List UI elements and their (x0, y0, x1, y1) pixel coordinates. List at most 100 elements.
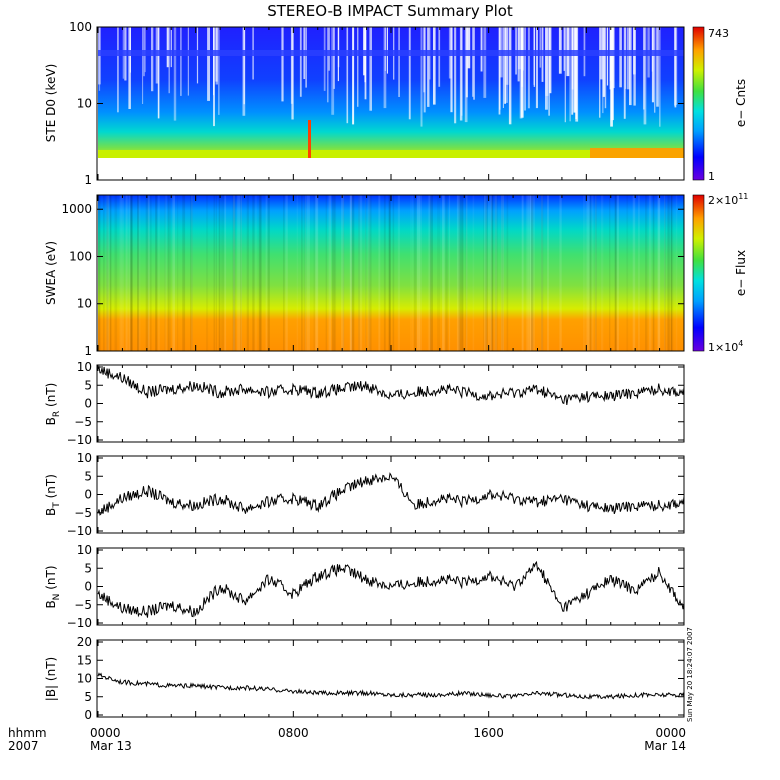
swea-heatmap-cell (585, 195, 588, 351)
br-ytick-label: −10 (67, 433, 92, 447)
swea-heatmap-cell (149, 195, 152, 351)
swea-heatmap-base (98, 195, 684, 351)
swea-heatmap-cell (484, 195, 487, 351)
bmag-plot-frame (96, 639, 685, 718)
swea-heatmap-cell (333, 195, 337, 351)
swea-heatmap-cell (490, 195, 493, 351)
bn-plot-frame (96, 547, 685, 626)
ste-heatmap-cell (168, 27, 170, 94)
ste-heatmap-cell (427, 27, 430, 107)
swea-heatmap-cell (303, 195, 307, 351)
generation-stamp: Sun May 20 18:24:07 2007 (686, 627, 694, 722)
swea-heatmap-cell (259, 195, 262, 351)
swea-heatmap-cell (589, 195, 592, 351)
bt-series-line (97, 472, 685, 516)
swea-heatmap-cell (191, 195, 193, 351)
ste-heatmap-cell (473, 27, 475, 100)
swea-heatmap-cell (304, 195, 307, 351)
ste-heatmap-cell (433, 27, 436, 105)
swea-heatmap-cell (495, 195, 497, 351)
ste-heatmap-cell (606, 27, 609, 86)
swea-heatmap-cell (671, 195, 674, 351)
ste-heatmap-cell (535, 27, 538, 109)
ste-heatmap-cell (327, 27, 329, 103)
ste-heatmap-cell (627, 27, 630, 90)
swea-heatmap-cell (531, 195, 535, 351)
swea-heatmap-cell (626, 195, 629, 351)
swea-heatmap-cell (164, 195, 166, 351)
bn-panel: −10 −5 0 5 10 BN (nT) (44, 543, 685, 630)
swea-heatmap-cell (506, 195, 509, 351)
swea-heatmap-cell (632, 195, 636, 351)
bn-ytick-label: 10 (77, 543, 92, 557)
swea-heatmap-cell (664, 195, 666, 351)
swea-heatmap-cell (221, 195, 225, 351)
ste-heatmap-cell (643, 27, 647, 125)
swea-heatmap-cell (224, 195, 227, 351)
swea-heatmap-cell (98, 195, 101, 351)
ste-heatmap-cell (299, 27, 302, 97)
x-tick-label: 1600 (473, 726, 504, 740)
br-panel: −10 −5 0 5 10 BR (nT) (44, 360, 685, 447)
swea-heatmap-cell (169, 195, 171, 351)
ste-heatmap-cell (612, 27, 615, 89)
swea-heatmap-cell (378, 195, 381, 351)
swea-heatmap-cell (427, 195, 431, 351)
swea-heatmap-cell (638, 195, 640, 351)
ste-heatmap-cell (674, 27, 676, 106)
swea-ytick-label: 10 (77, 297, 92, 311)
swea-heatmap-cell (246, 195, 249, 351)
ste-heatmap-cell (420, 27, 423, 127)
ste-heatmap-cell (533, 27, 535, 87)
ste-heatmap-cell (519, 27, 523, 119)
ste-heatmap-cell (187, 27, 189, 96)
swea-heatmap-cell (148, 195, 150, 351)
xaxis-left-label-bottom: 2007 (8, 739, 39, 753)
swea-heatmap-cell (138, 195, 141, 351)
br-ytick-label: −5 (74, 415, 92, 429)
swea-heatmap-cell (213, 195, 215, 351)
swea-heatmap-cell (177, 195, 179, 351)
swea-heatmap-cell (349, 195, 353, 351)
ste-heatmap-cell (384, 27, 386, 71)
bt-ytick-label: 5 (84, 469, 92, 483)
swea-heatmap-cell (413, 195, 417, 351)
ste-heatmap-cell (346, 27, 349, 124)
ste-heatmap-cell (610, 27, 613, 127)
bmag-ytick-label: 10 (77, 672, 92, 686)
xaxis-left-label-top: hhmm (8, 726, 47, 740)
swea-heatmap-cell (465, 195, 468, 351)
swea-heatmap-cell (397, 195, 400, 351)
ste-heatmap-cell (619, 27, 622, 88)
ste-ylabel: STE D0 (keV) (44, 64, 58, 143)
ste-heatmap-cell (633, 27, 636, 106)
swea-heatmap-cell (301, 195, 303, 351)
swea-heatmap-cell (233, 195, 235, 351)
ste-colorbar (692, 26, 705, 181)
bn-series-line (97, 560, 685, 618)
swea-heatmap-cell (466, 195, 468, 351)
swea-heatmap-cell (494, 195, 498, 351)
swea-heatmap-cell (648, 195, 652, 351)
ste-heatmap-cell (464, 27, 468, 123)
swea-heatmap-cell (657, 195, 660, 351)
swea-ytick-label: 100 (69, 249, 92, 263)
bmag-panel: 0 5 10 15 20 |B| (nT) (44, 635, 685, 722)
swea-heatmap-cell (616, 195, 620, 351)
swea-heatmap-cell (547, 195, 550, 351)
ste-heatmap-cell (548, 27, 552, 94)
swea-heatmap-cell (472, 195, 475, 351)
ste-heatmap-cell (173, 27, 177, 121)
ste-heatmap-cell (575, 27, 578, 119)
ste-heatmap-cell (569, 27, 571, 122)
swea-heatmap-cell (442, 195, 444, 351)
swea-heatmap-cell (252, 195, 255, 351)
br-ytick-label: 10 (77, 360, 92, 374)
swea-heatmap-cell (654, 195, 656, 351)
swea-heatmap-cell (237, 195, 241, 351)
swea-heatmap-cell (258, 195, 261, 351)
ste-heatmap-cell (364, 27, 367, 100)
swea-heatmap-cell (601, 195, 604, 351)
br-series-line (97, 365, 685, 405)
